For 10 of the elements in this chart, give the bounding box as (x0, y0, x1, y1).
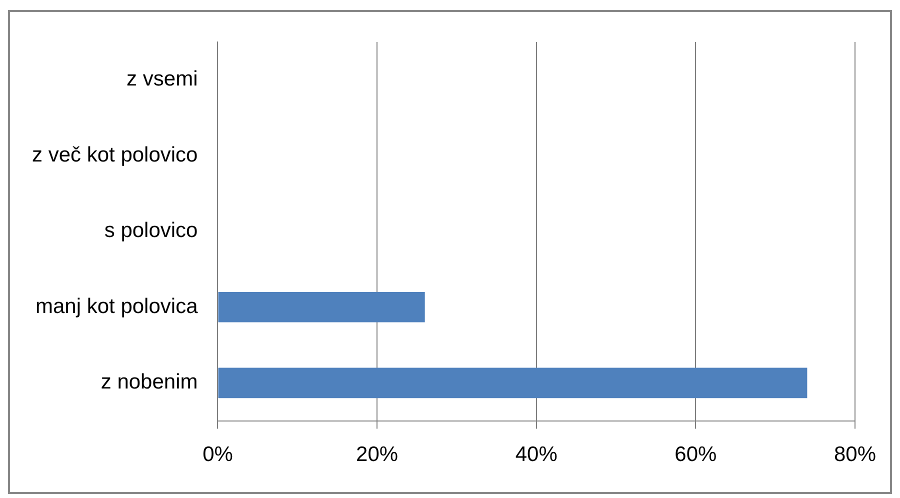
y-tick-label: z več kot polovico (32, 143, 198, 166)
x-tick-label: 0% (202, 443, 233, 466)
x-tick-label: 20% (356, 443, 398, 466)
x-tick-label: 80% (834, 443, 876, 466)
x-tick-label: 60% (674, 443, 717, 466)
y-tick-label: s polovico (104, 219, 198, 242)
y-tick-label: z vsemi (126, 68, 198, 91)
y-tick-label: manj kot polovica (35, 294, 198, 318)
x-tick-label: 40% (515, 443, 558, 466)
y-tick-label: z nobenim (100, 370, 198, 394)
